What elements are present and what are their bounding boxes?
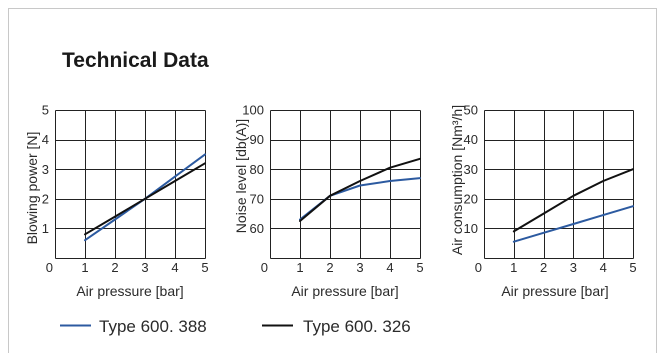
x-tick-label: 5 — [629, 260, 636, 275]
y-tick-label: 100 — [242, 103, 264, 118]
y-tick-label: 20 — [464, 191, 478, 206]
series-line-type-600-326 — [512, 168, 634, 233]
x-tick-label: 2 — [540, 260, 547, 275]
x-tick-label: 1 — [81, 260, 88, 275]
x-tick-label: 0 — [475, 260, 482, 275]
plot-series — [299, 157, 421, 222]
x-tick-label: 3 — [141, 260, 148, 275]
x-axis-title: Air pressure [bar] — [501, 283, 608, 299]
y-tick-label: 70 — [250, 191, 264, 206]
x-tick-label: 0 — [46, 260, 53, 275]
y-tick-label: 5 — [42, 103, 49, 118]
tick-labels: 10 20 30 40 50 0 1 2 3 4 5 — [464, 103, 637, 275]
x-tick-label: 2 — [111, 260, 118, 275]
y-tick-label: 1 — [42, 221, 49, 236]
x-tick-label: 3 — [570, 260, 577, 275]
legend-item-type-600-388: Type 600. 388 — [60, 317, 207, 336]
x-tick-label: 4 — [386, 260, 393, 275]
legend: Type 600. 388 Type 600. 326 — [60, 317, 411, 336]
y-tick-label: 3 — [42, 162, 49, 177]
x-axis-title: Air pressure [bar] — [291, 283, 398, 299]
y-tick-label: 30 — [464, 162, 478, 177]
x-tick-label: 4 — [171, 260, 178, 275]
tick-labels: 1 2 3 4 5 0 1 2 3 4 5 — [42, 103, 209, 275]
y-axis-title: Blowing power [N] — [24, 132, 40, 245]
plot-grid — [270, 110, 421, 259]
air-consumption-chart: 10 20 30 40 50 0 1 2 3 4 5 Air pressure [bar] Air … — [449, 103, 637, 299]
y-tick-label: 2 — [42, 191, 49, 206]
x-axis-title: Air pressure [bar] — [76, 283, 183, 299]
series-line-type-600-326 — [84, 162, 206, 236]
plot-grid — [484, 110, 634, 259]
legend-label: Type 600. 326 — [303, 317, 411, 336]
section-title: Technical Data — [62, 49, 209, 72]
x-tick-label: 5 — [416, 260, 423, 275]
tick-labels: 60 70 80 90 100 0 1 2 3 4 5 — [242, 103, 423, 275]
plot-series — [512, 168, 634, 243]
plot-grid — [55, 110, 206, 259]
noise-level-chart: 60 70 80 90 100 0 1 2 3 4 5 Air pressure [bar] Noi… — [233, 103, 424, 299]
y-tick-label: 10 — [464, 221, 478, 236]
y-tick-label: 90 — [250, 132, 264, 147]
legend-label: Type 600. 388 — [99, 317, 207, 336]
legend-item-type-600-326: Type 600. 326 — [262, 317, 411, 336]
x-tick-label: 0 — [261, 260, 268, 275]
x-tick-label: 3 — [356, 260, 363, 275]
y-tick-label: 50 — [464, 103, 478, 118]
x-tick-label: 2 — [326, 260, 333, 275]
plot-series — [84, 153, 206, 242]
x-tick-label: 1 — [510, 260, 517, 275]
series-line-type-600-388 — [512, 205, 634, 243]
series-line-type-600-326 — [299, 157, 421, 222]
y-tick-label: 60 — [250, 221, 264, 236]
x-tick-label: 4 — [600, 260, 607, 275]
technical-data-panel — [8, 8, 657, 353]
y-tick-label: 80 — [250, 162, 264, 177]
x-tick-label: 1 — [296, 260, 303, 275]
y-axis-title: Air consumption [Nm³/h] — [449, 105, 465, 255]
y-axis-title: Noise level [db(A)] — [233, 119, 249, 233]
y-tick-label: 40 — [464, 132, 478, 147]
blowing-power-chart: 1 2 3 4 5 0 1 2 3 4 5 Air pressure [bar] Blowing p… — [24, 103, 209, 299]
y-tick-label: 4 — [42, 132, 49, 147]
x-tick-label: 5 — [201, 260, 208, 275]
